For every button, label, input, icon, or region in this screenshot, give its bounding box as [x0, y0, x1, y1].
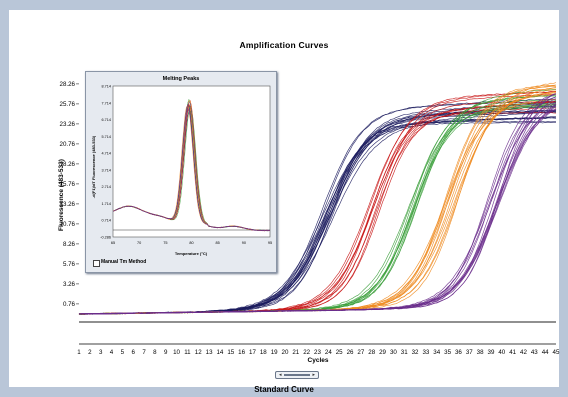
x-tick-label: 30	[390, 349, 397, 356]
x-tick-label: 8	[153, 349, 157, 356]
inset-x-tick-label: 85	[216, 241, 220, 245]
inset-x-tick-label: 95	[268, 241, 272, 245]
inset-x-tick-labels: 65 70 75 80 85 90 95	[111, 241, 272, 245]
x-tick-label: 9	[164, 349, 168, 356]
inset-y-tick-labels: 8.714 7.714 6.714 5.714 4.714 3.714 2.714 1.714…	[100, 85, 111, 240]
x-tick-label: 25	[336, 349, 343, 356]
inset-y-tick-label: 0.714	[101, 219, 111, 223]
horizontal-scrollbar[interactable]: ◂ ▸	[275, 371, 319, 379]
x-tick-label: 16	[238, 349, 245, 356]
x-tick-label: 4	[110, 349, 114, 356]
x-tick-label: 36	[455, 349, 462, 356]
x-tick-label: 17	[249, 349, 256, 356]
x-tick-label: 34	[433, 349, 440, 356]
x-tick-label: 13	[206, 349, 213, 356]
inset-y-tick-label: 4.714	[101, 152, 111, 156]
manual-tm-label: Manual Tm Method	[101, 259, 147, 265]
inset-y-tick-label: 8.714	[101, 85, 111, 89]
x-tick-label: 26	[347, 349, 354, 356]
x-tick-label: 43	[531, 349, 538, 356]
inset-y-tick-label: -0.286	[100, 236, 111, 240]
inset-y-tick-label: 1.714	[101, 202, 111, 206]
x-tick-label: 3	[99, 349, 103, 356]
x-tick-label: 11	[184, 349, 191, 356]
y-tick-label: 25.76	[60, 101, 76, 108]
x-tick-label: 20	[282, 349, 289, 356]
x-tick-label: 23	[314, 349, 321, 356]
x-tick-labels: 1 2 3 4 5 6 7 8 9 10 11 12 13 14 15 16 17 18 19 20 21 22 23 24 2…	[77, 349, 560, 356]
x-tick-label: 40	[498, 349, 505, 356]
x-axis-label: Cycles	[308, 357, 329, 364]
x-tick-label: 19	[271, 349, 278, 356]
x-tick-label: 12	[195, 349, 202, 356]
y-tick-label: 15.76	[60, 181, 76, 188]
inset-y-tick-label: 7.714	[101, 101, 111, 105]
inset-x-tick-label: 65	[111, 241, 115, 245]
inset-y-axis-label: -d(F1)/dT Fluorescence (483-533)	[91, 135, 96, 198]
y-tick-label: 0.76	[63, 301, 76, 308]
melting-curve	[112, 102, 271, 232]
y-tick-label: 8.26	[63, 241, 76, 248]
inset-y-tick-label: 6.714	[101, 118, 111, 122]
amplification-curves	[78, 82, 557, 315]
inset-x-tick-label: 90	[242, 241, 246, 245]
x-tick-label: 32	[412, 349, 419, 356]
x-tick-label: 18	[260, 349, 267, 356]
amplification-curve	[78, 96, 557, 315]
inset-y-tick-label: 3.714	[101, 168, 111, 172]
manual-tm-checkbox[interactable]	[93, 260, 100, 267]
y-tick-label: 3.26	[63, 281, 76, 288]
x-tick-label: 44	[542, 349, 549, 356]
y-tick-label: 23.26	[60, 121, 76, 128]
x-tick-label: 45	[553, 349, 560, 356]
melting-peaks-inset: 8.714 7.714 6.714 5.714 4.714 3.714 2.714 1.714…	[85, 71, 277, 273]
y-tick-label: 20.76	[60, 141, 76, 148]
x-tick-label: 2	[88, 349, 92, 356]
inset-x-axis-label: Temperature (°C)	[175, 251, 208, 256]
x-tick-label: 41	[509, 349, 516, 356]
x-tick-label: 42	[520, 349, 527, 356]
inset-y-tick-label: 2.714	[101, 185, 111, 189]
y-tick-labels: 28.26 25.76 23.26 20.76 18.26 15.76 13.26 10.76…	[60, 81, 79, 308]
melting-peaks-chart: 8.714 7.714 6.714 5.714 4.714 3.714 2.714 1.714…	[91, 85, 272, 257]
standard-curve-label: Standard Curve	[254, 385, 314, 394]
x-tick-label: 7	[142, 349, 146, 356]
x-tick-label: 28	[368, 349, 375, 356]
inset-x-tick-label: 80	[189, 241, 193, 245]
x-tick-label: 29	[379, 349, 386, 356]
x-tick-label: 39	[488, 349, 495, 356]
x-tick-label: 38	[477, 349, 484, 356]
x-tick-label: 31	[401, 349, 408, 356]
x-tick-label: 5	[121, 349, 125, 356]
x-tick-label: 24	[325, 349, 332, 356]
x-tick-label: 27	[357, 349, 364, 356]
inset-x-tick-label: 75	[163, 241, 167, 245]
y-tick-label: 5.76	[63, 261, 76, 268]
x-tick-label: 22	[303, 349, 310, 356]
y-axis-label: Fluorescence (483-533)	[58, 159, 65, 231]
y-tick-label: 18.26	[60, 161, 76, 168]
scroll-right-icon[interactable]: ▸	[312, 372, 315, 378]
y-tick-label: 10.76	[60, 221, 76, 228]
x-tick-label: 33	[422, 349, 429, 356]
x-tick-label: 14	[216, 349, 223, 356]
x-tick-label: 21	[292, 349, 299, 356]
x-tick-label: 15	[227, 349, 234, 356]
inset-x-tick-label: 70	[137, 241, 141, 245]
scroll-thumb[interactable]	[284, 374, 310, 376]
x-tick-label: 37	[466, 349, 473, 356]
inset-y-tick-label: 5.714	[101, 135, 111, 139]
x-tick-label: 10	[173, 349, 180, 356]
y-tick-label: 13.26	[60, 201, 76, 208]
y-tick-label: 28.26	[60, 81, 76, 88]
x-tick-label: 1	[77, 349, 81, 356]
inset-title: Melting Peaks	[162, 76, 200, 82]
x-tick-label: 35	[444, 349, 451, 356]
chart-title: Amplification Curves	[239, 40, 329, 50]
melting-curves	[112, 98, 271, 232]
x-tick-label: 6	[131, 349, 135, 356]
scroll-left-icon[interactable]: ◂	[279, 372, 282, 378]
